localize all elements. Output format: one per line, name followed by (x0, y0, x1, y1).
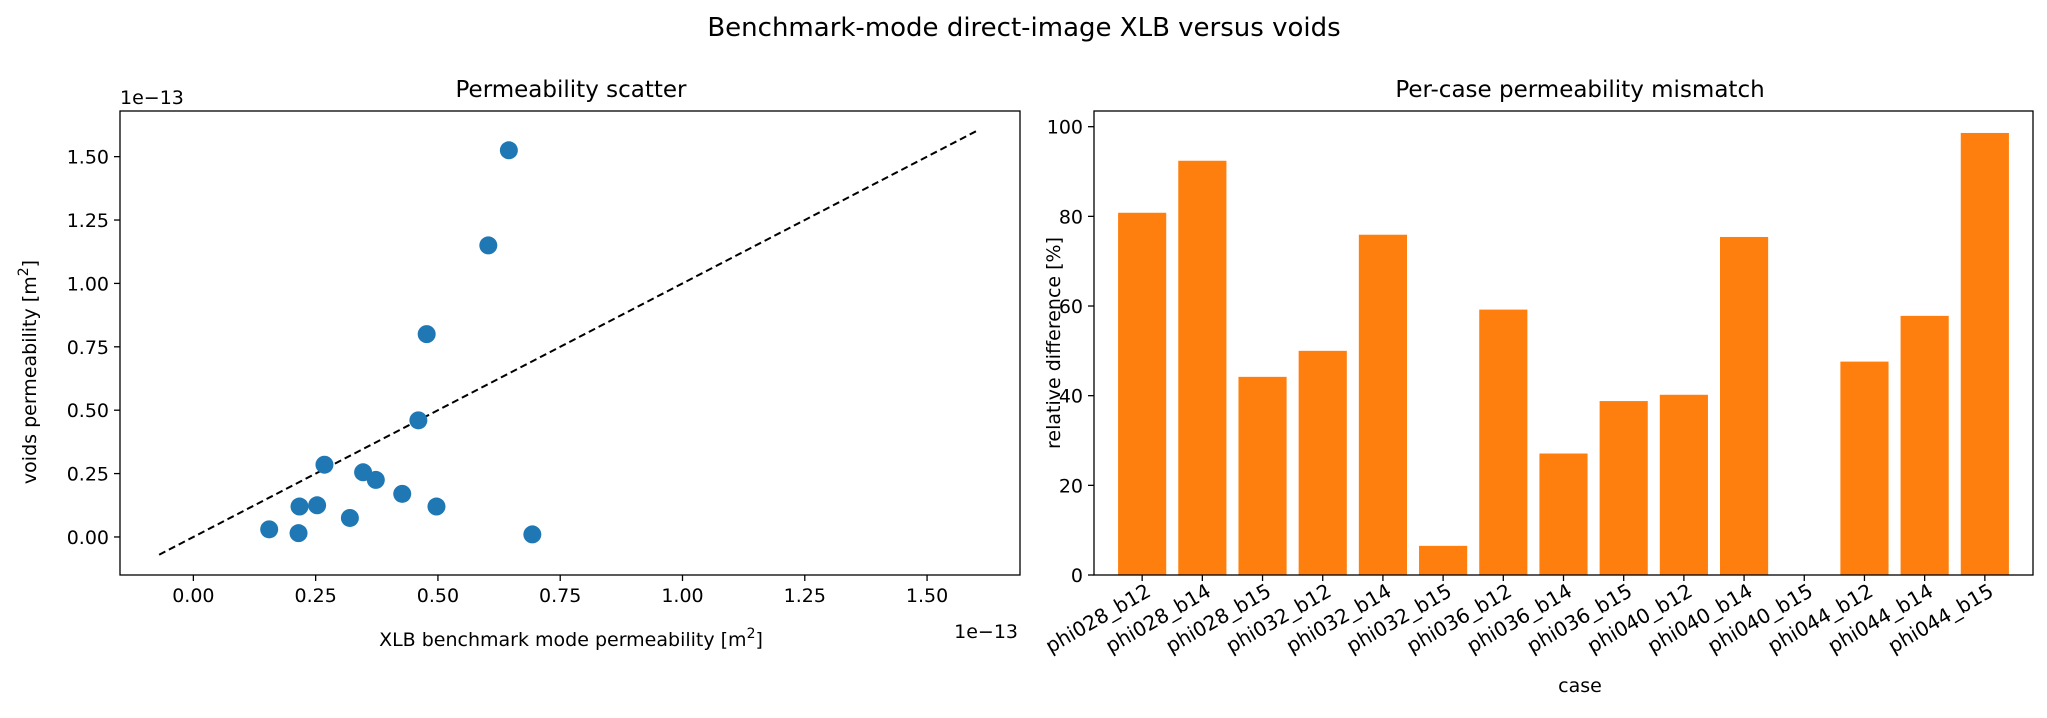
bar-y-tick-label: 100 (1047, 117, 1083, 139)
scatter-ticks: 0.00 0.25 0.50 0.75 1.00 1.25 1.50 0.00 0.25 0.50… (67, 147, 949, 607)
scatter-x-tick-label: 0.00 (172, 585, 214, 607)
scatter-point (308, 496, 327, 515)
scatter-y-offset-label: 1e−13 (120, 87, 184, 109)
scatter-y-tick-label: 1.50 (67, 147, 109, 169)
scatter-point (289, 524, 308, 543)
scatter-x-tick-label: 0.75 (539, 585, 581, 607)
bar-y-tick-label: 80 (1059, 206, 1083, 228)
bar-y-tick-label: 60 (1059, 296, 1083, 318)
bar (1720, 236, 1769, 575)
bar-plot-frame (1093, 110, 2034, 576)
bars (1118, 132, 2009, 576)
bar (1539, 453, 1588, 575)
scatter-x-axis-label-main: XLB benchmark mode permeability [m (379, 629, 747, 651)
bar-y-tick-label: 40 (1059, 386, 1083, 408)
scatter-point (427, 497, 446, 516)
scatter-y-axis-label-main: voids permeability [m (19, 276, 41, 484)
bar-x-axis-label: case (1558, 675, 1602, 697)
scatter-point (366, 470, 385, 489)
scatter-title: Permeability scatter (456, 77, 688, 103)
bar-y-tick-label: 20 (1059, 475, 1083, 497)
scatter-y-tick-label: 0.00 (67, 527, 109, 549)
scatter-point (393, 484, 412, 503)
scatter-point (315, 455, 334, 474)
bar (1298, 350, 1347, 575)
scatter-point (479, 236, 498, 255)
scatter-x-tick-label: 0.25 (294, 585, 336, 607)
scatter-x-axis-label-sup: 2 (747, 626, 756, 642)
bar (1178, 160, 1227, 575)
scatter-y-axis-label-end: ] (19, 260, 41, 267)
scatter-y-tick-label: 0.75 (67, 337, 109, 359)
scatter-x-tick-label: 1.00 (661, 585, 703, 607)
bar (1659, 394, 1708, 575)
scatter-y-tick-label: 0.50 (67, 400, 109, 422)
scatter-point (409, 411, 428, 430)
scatter-points (260, 141, 542, 544)
bar (1419, 545, 1468, 575)
scatter-panel: Permeability scatter 1e−13 1e−13 XLB ben… (16, 77, 1021, 651)
bar (1840, 361, 1889, 575)
bar (1479, 309, 1528, 575)
scatter-y-tick-label: 0.25 (67, 464, 109, 486)
scatter-x-axis-label-end: ] (756, 629, 763, 651)
scatter-point (260, 520, 279, 539)
bar-title: Per-case permeability mismatch (1395, 77, 1764, 103)
scatter-point (523, 525, 542, 544)
reference-line (158, 130, 977, 556)
scatter-plot-frame (119, 110, 1021, 576)
bar (1960, 132, 2009, 575)
scatter-point (499, 141, 518, 160)
scatter-x-tick-label: 1.25 (784, 585, 826, 607)
scatter-point (290, 497, 309, 516)
scatter-y-tick-label: 1.25 (67, 210, 109, 232)
scatter-y-axis-label-sup: 2 (16, 267, 32, 276)
bar (1900, 315, 1949, 575)
bar-y-axis-label: relative difference [%] (1043, 237, 1065, 449)
scatter-y-axis-label: voids permeability [m2] (16, 260, 41, 484)
scatter-x-offset-label: 1e−13 (954, 621, 1018, 643)
bar-y-tick-label: 0 (1071, 565, 1083, 587)
bar (1358, 234, 1407, 575)
scatter-x-tick-label: 1.50 (906, 585, 948, 607)
scatter-x-tick-label: 0.50 (417, 585, 459, 607)
bar-panel: Per-case permeability mismatch case rela… (1041, 77, 2034, 697)
bar (1118, 212, 1167, 576)
scatter-point (417, 325, 436, 344)
scatter-x-axis-label: XLB benchmark mode permeability [m2] (379, 626, 763, 651)
bar (1238, 376, 1287, 575)
scatter-point (340, 508, 359, 527)
scatter-y-tick-label: 1.00 (67, 273, 109, 295)
figure-title: Benchmark-mode direct-image XLB versus v… (707, 13, 1340, 43)
bar (1599, 401, 1648, 575)
